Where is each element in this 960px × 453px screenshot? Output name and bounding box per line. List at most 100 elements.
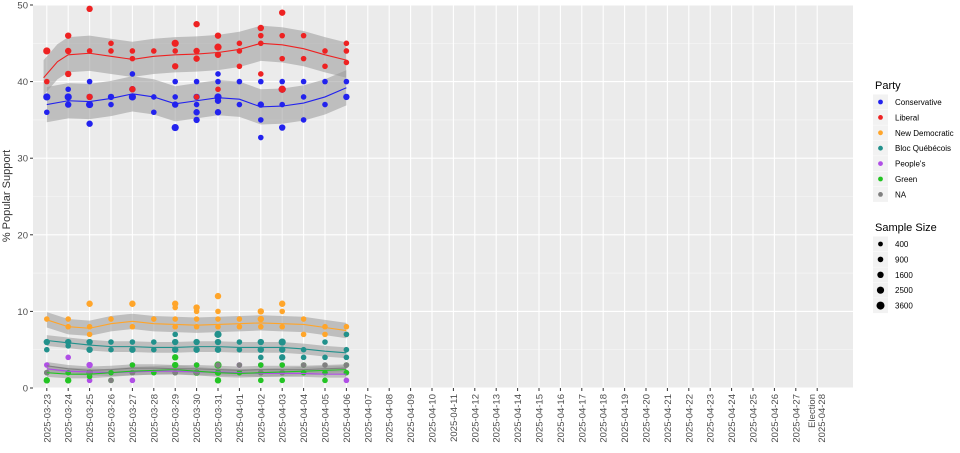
poll-point	[214, 32, 222, 39]
poll-point	[279, 9, 286, 16]
poll-point	[193, 362, 200, 368]
poll-point	[193, 346, 200, 353]
poll-point	[214, 346, 222, 353]
poll-point	[257, 315, 264, 323]
poll-point	[279, 354, 286, 361]
legend-swatch	[878, 161, 883, 167]
poll-point	[215, 362, 221, 368]
poll-point	[343, 354, 350, 361]
poll-point	[65, 316, 71, 322]
poll-point	[86, 377, 93, 384]
poll-point	[279, 377, 286, 384]
poll-point	[108, 316, 114, 322]
poll-point	[343, 93, 350, 101]
trend-line	[46, 365, 347, 371]
poll-point	[65, 377, 72, 384]
poll-point	[343, 40, 350, 47]
poll-point	[86, 120, 93, 127]
poll-point	[258, 32, 264, 39]
poll-point	[65, 32, 72, 39]
poll-point	[300, 346, 307, 353]
poll-point	[172, 354, 179, 361]
poll-point	[322, 354, 328, 361]
trend-line	[43, 42, 347, 79]
poll-point	[300, 55, 307, 62]
poll-point	[257, 346, 264, 353]
poll-point	[172, 346, 179, 353]
y-tick-label: 10	[17, 307, 28, 318]
poll-point	[193, 94, 200, 100]
poll-point	[279, 124, 286, 131]
x-tick-label: 2025-04-21	[663, 394, 674, 443]
poll-point	[43, 377, 50, 384]
x-tick-label: 2025-04-26	[770, 394, 781, 443]
poll-point	[300, 331, 307, 338]
poll-point	[236, 339, 243, 345]
y-tick-label: 20	[17, 230, 28, 241]
poll-point	[322, 63, 328, 70]
poll-point	[236, 101, 243, 108]
poll-point	[193, 47, 200, 55]
poll-point	[279, 323, 286, 330]
poll-point	[215, 71, 221, 77]
legend-label: Green	[895, 175, 917, 184]
poll-point	[65, 47, 72, 55]
poll-point	[86, 5, 93, 13]
legend-label: Liberal	[895, 113, 919, 122]
poll-point	[129, 300, 136, 307]
legend-label: New Democratic	[895, 129, 954, 138]
poll-point	[236, 40, 243, 47]
poll-point	[236, 63, 243, 70]
poll-point	[129, 339, 136, 345]
x-tick-label: 2025-04-27	[791, 394, 802, 443]
legend-swatch	[878, 115, 883, 120]
poll-point	[86, 48, 93, 54]
poll-point	[128, 93, 136, 101]
x-tick-label: 2025-03-27	[128, 394, 139, 443]
poll-point	[215, 316, 221, 322]
poll-point	[65, 86, 71, 93]
poll-point	[236, 78, 243, 85]
x-tick-label: 2025-04-18	[599, 394, 610, 443]
poll-point	[86, 300, 93, 307]
poll-point	[86, 100, 94, 109]
poll-point	[151, 109, 157, 116]
poll-point	[278, 85, 286, 93]
poll-point	[151, 316, 157, 322]
poll-point	[172, 323, 178, 330]
poll-point	[44, 346, 50, 353]
poll-point	[44, 362, 50, 368]
poll-point	[257, 338, 264, 346]
poll-point	[151, 346, 157, 353]
poll-point	[108, 346, 114, 353]
x-tick-label: 2025-04-01	[235, 394, 246, 443]
y-tick-label: 30	[17, 154, 28, 165]
trend-line	[46, 369, 347, 375]
poll-point	[279, 32, 286, 39]
poll-point	[44, 78, 50, 85]
poll-point	[257, 308, 264, 315]
x-tick-label: 2025-03-25	[85, 394, 96, 443]
size-legend-label: 900	[895, 255, 909, 264]
x-tick-label: 2025-04-20	[642, 394, 653, 443]
poll-point	[172, 63, 179, 70]
poll-point	[343, 377, 350, 384]
y-tick-label: 40	[17, 77, 28, 88]
poll-point	[108, 48, 114, 54]
poll-point	[172, 48, 178, 54]
poll-point	[193, 338, 200, 346]
confidence-band	[46, 361, 347, 375]
poll-point	[258, 354, 264, 361]
poll-point	[258, 377, 264, 384]
poll-point	[214, 109, 222, 116]
poll-point	[279, 300, 286, 307]
size-legend-dot	[876, 301, 885, 310]
poll-point	[86, 361, 93, 369]
poll-point	[172, 316, 178, 322]
poll-point	[258, 362, 264, 368]
x-tick-label: 2025-04-19	[620, 394, 631, 443]
poll-point	[343, 362, 350, 368]
poll-point	[44, 109, 50, 116]
